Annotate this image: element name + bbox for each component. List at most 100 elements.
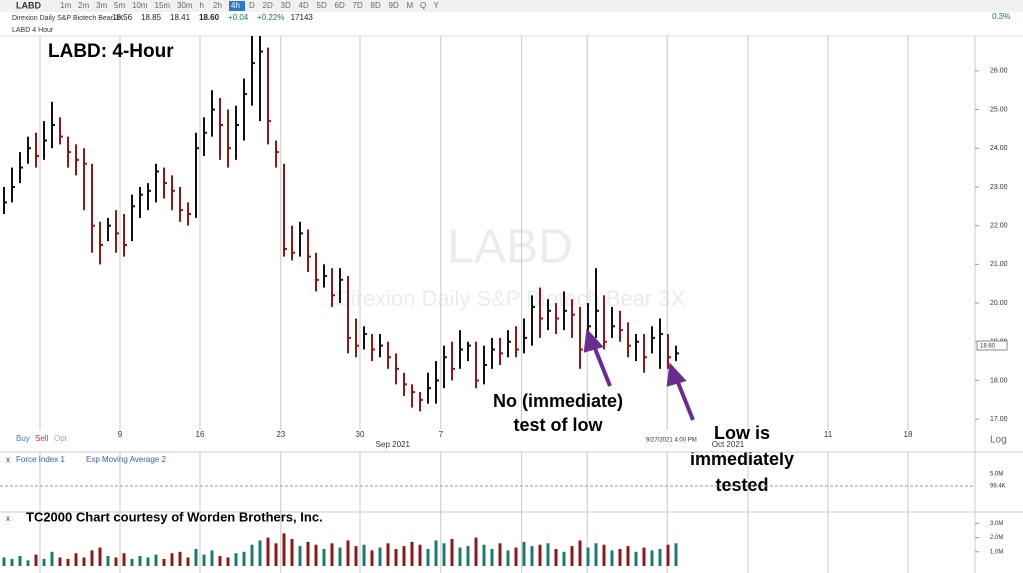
buy-button[interactable]: Buy: [16, 434, 30, 443]
volume-bar: [258, 540, 262, 566]
volume-bar: [514, 547, 518, 566]
close-x[interactable]: x: [6, 514, 10, 523]
volume-bar: [658, 548, 662, 566]
volume-bar: [498, 543, 502, 566]
headline: LABD: 4-Hour: [48, 41, 174, 62]
y-tick-label: 26.00: [990, 68, 1008, 75]
log-button[interactable]: Log: [990, 435, 1007, 446]
volume-bar: [466, 546, 470, 566]
month-label: Sep 2021: [376, 440, 411, 449]
volume-bar: [266, 537, 270, 566]
watermark-name: Direxion Daily S&P Biotech Bear 3X: [335, 286, 686, 311]
y-tick-label: 25.00: [990, 106, 1008, 113]
volume-bar: [354, 546, 358, 566]
chart-label[interactable]: LABD 4 Hour: [12, 27, 54, 34]
cursor-time: 9/27/2021 4:00 PM: [646, 438, 697, 444]
volume-bar: [322, 548, 326, 566]
indicator-1[interactable]: Force Index 1: [16, 455, 65, 464]
volume-bar: [594, 543, 598, 566]
month-label: Oct 2021: [712, 440, 745, 449]
volume-bar: [210, 550, 214, 566]
indicator-value: 99.4K: [990, 484, 1006, 490]
volume-bar: [378, 547, 382, 566]
volume-bar: [426, 548, 430, 566]
volume-bar: [474, 537, 478, 566]
y-tick-label: 2.0M: [990, 535, 1003, 541]
volume-bar: [146, 557, 150, 566]
volume-bar: [330, 543, 334, 566]
note-right: Low is: [714, 423, 770, 443]
volume-bar: [570, 546, 574, 566]
timeframe-button[interactable]: 5m: [114, 1, 125, 10]
quote-value: 18.60: [199, 13, 220, 22]
timeframe-button[interactable]: h: [200, 1, 204, 10]
volume-bar: [58, 557, 62, 566]
timeframe-button[interactable]: Q: [420, 1, 426, 10]
timeframe-button[interactable]: 10m: [132, 1, 148, 10]
y-tick-label: 1.0M: [990, 549, 1003, 555]
volume-bar: [130, 558, 134, 566]
symbol[interactable]: LABD: [16, 0, 41, 10]
volume-bar: [234, 553, 238, 566]
timeframe-button[interactable]: 4h: [231, 1, 240, 10]
timeframe-button[interactable]: 7D: [353, 1, 363, 10]
close-x[interactable]: x: [6, 455, 10, 464]
timeframe-button[interactable]: 15m: [155, 1, 171, 10]
timeframe-button[interactable]: D: [249, 1, 255, 10]
timeframe-button[interactable]: 2m: [78, 1, 89, 10]
x-tick-label: 16: [196, 430, 205, 439]
toolbar: [0, 0, 1023, 12]
volume-bar: [162, 558, 166, 566]
y-tick-label: 22.00: [990, 222, 1008, 229]
volume-bar: [602, 544, 606, 566]
timeframe-button[interactable]: 2h: [213, 1, 222, 10]
timeframe-button[interactable]: 8D: [371, 1, 381, 10]
timeframe-button[interactable]: Y: [434, 1, 440, 10]
volume-bar: [282, 533, 286, 566]
opt-button[interactable]: Opt: [54, 434, 68, 443]
y-tick-label: 18.00: [990, 377, 1008, 384]
note-left: No (immediate): [493, 391, 623, 411]
timeframe-button[interactable]: 3D: [281, 1, 291, 10]
quote-value: 18.85: [141, 13, 162, 22]
volume-bar: [114, 557, 118, 566]
quote-value: 18.41: [170, 13, 191, 22]
volume-bar: [138, 556, 142, 566]
volume-bar: [250, 544, 254, 566]
volume-bar: [186, 557, 190, 566]
x-tick-label: 23: [276, 430, 285, 439]
quote-value: +0.04: [228, 13, 249, 22]
volume-bar: [122, 553, 126, 566]
volume-bar: [242, 551, 246, 566]
volume-bar: [226, 557, 230, 566]
timeframe-button[interactable]: 4D: [299, 1, 309, 10]
volume-bar: [418, 544, 422, 566]
timeframe-button[interactable]: 5D: [317, 1, 327, 10]
y-tick-label: 3.0M: [990, 521, 1003, 527]
timeframe-button[interactable]: 2D: [263, 1, 273, 10]
volume-bar: [394, 548, 398, 566]
volume-bar: [490, 548, 494, 566]
indicator-2[interactable]: Exp Moving Average 2: [86, 455, 166, 464]
watermark-symbol: LABD: [447, 221, 572, 274]
volume-bar: [674, 543, 678, 566]
volume-bar: [434, 540, 438, 566]
timeframe-button[interactable]: M: [407, 1, 414, 10]
y-tick-label: 20.00: [990, 300, 1008, 307]
quote-value: 17143: [291, 13, 314, 22]
note-right: immediately: [690, 449, 794, 469]
timeframe-button[interactable]: 30m: [177, 1, 193, 10]
timeframe-button[interactable]: 3m: [96, 1, 107, 10]
timeframe-button[interactable]: 9D: [389, 1, 399, 10]
volume-bar: [618, 548, 622, 566]
volume-bar: [538, 544, 542, 566]
timeframe-button[interactable]: 6D: [335, 1, 345, 10]
quote-value: +0.22%: [257, 13, 284, 22]
timeframe-button[interactable]: 1m: [60, 1, 71, 10]
volume-bar: [650, 550, 654, 566]
x-tick-label: 11: [824, 430, 833, 439]
quote-value: 18.56: [112, 13, 133, 22]
sell-button[interactable]: Sell: [35, 434, 49, 443]
volume-bar: [458, 547, 462, 566]
